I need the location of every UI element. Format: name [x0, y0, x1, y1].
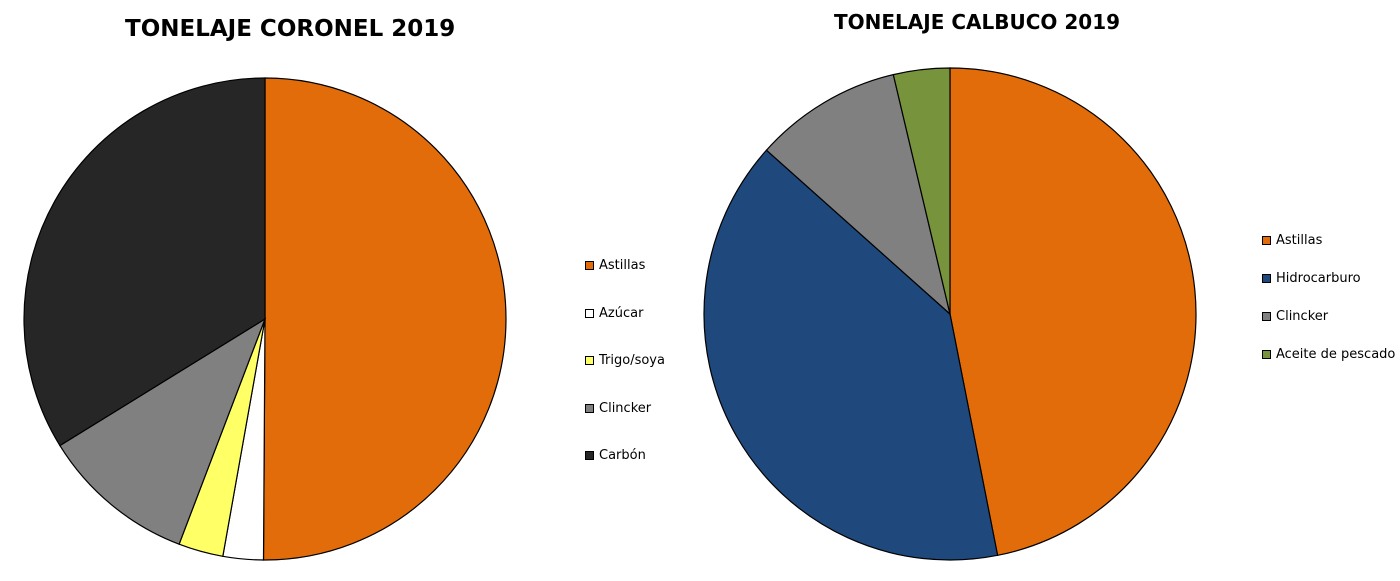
pie-slice-carbon: [23, 77, 266, 447]
legend-swatch-clincker: [1262, 312, 1271, 321]
legend-swatch-trigo-soya: [585, 356, 594, 365]
legend-swatch-hidrocarburo: [1262, 274, 1271, 283]
legend-label-clincker: Clincker: [599, 400, 652, 416]
pie-chart-coronel: TONELAJE CORONEL 2019 Astillas Azúcar Trig…: [23, 16, 665, 561]
legend-label-astillas: Astillas: [1276, 233, 1323, 248]
pie-slice-astillas: [262, 77, 507, 561]
pie-calbuco: [703, 67, 1197, 561]
legend-label-aceite-de-pescado: Aceite de pescado: [1276, 347, 1396, 362]
legend-swatch-carbon: [585, 451, 594, 460]
legend-item-carbon: Carbón: [585, 448, 646, 463]
legend-swatch-astillas: [1262, 236, 1271, 245]
pie-coronel: [23, 77, 507, 561]
legend-item-clincker: Clincker: [585, 401, 651, 416]
legend-swatch-azucar: [585, 308, 594, 318]
legend-item-clincker: Clincker: [1262, 309, 1328, 324]
legend-swatch-clincker: [585, 403, 594, 413]
legend-item-azucar: Azúcar: [585, 306, 643, 321]
legend-label-clincker: Clincker: [1276, 309, 1329, 324]
pie-slice-astillas: [949, 67, 1197, 557]
legend-label-carbon: Carbón: [599, 448, 646, 463]
pie-chart-calbuco: TONELAJE CALBUCO 2019 Astillas Hidrocarbu…: [700, 0, 1400, 581]
legend-item-aceite-de-pescado: Aceite de pescado: [1262, 347, 1395, 362]
legend-label-hidrocarburo: Hidrocarburo: [1276, 271, 1361, 286]
chart-title-calbuco: TONELAJE CALBUCO 2019: [834, 10, 1121, 34]
legend-label-astillas: Astillas: [599, 258, 646, 273]
pie-slice-clincker: [59, 317, 267, 545]
legend-swatch-astillas: [585, 261, 594, 270]
legend-item-astillas: Astillas: [585, 258, 645, 273]
chart-title-coronel: TONELAJE CORONEL 2019: [125, 16, 456, 42]
legend-item-hidrocarburo: Hidrocarburo: [1262, 271, 1361, 286]
pie-slice-aceite-de-pescado: [892, 67, 951, 315]
legend-label-trigo-soya: Trigo/soya: [599, 353, 665, 368]
pie-slice-clincker: [765, 73, 952, 316]
legend-item-astillas: Astillas: [1262, 233, 1322, 248]
legend-swatch-aceite-de-pescado: [1262, 350, 1271, 359]
legend-label-azucar: Azúcar: [599, 305, 644, 321]
pie-slice-hidrocarburo: [703, 149, 999, 561]
legend-item-trigo-soya: Trigo/soya: [585, 353, 665, 368]
